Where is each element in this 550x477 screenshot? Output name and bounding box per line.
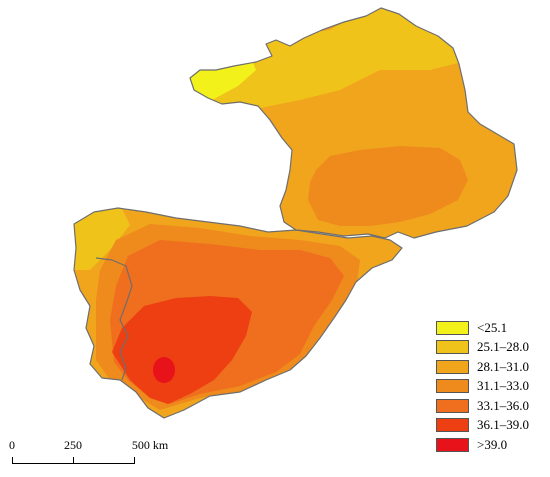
legend-item: 28.1–31.0 [436,357,546,377]
legend-label: 31.1–33.0 [477,378,529,394]
zone-31-33-france [308,146,468,226]
legend-label: 28.1–31.0 [477,358,529,374]
iberia-outline [73,207,403,419]
scale-label-0: 0 [9,438,15,452]
legend-item: 25.1–28.0 [436,338,546,358]
scale-bar: 0 250 500 km [4,438,168,470]
legend-swatch [436,340,469,355]
legend-label: >39.0 [477,436,508,452]
spain-portugal-border [95,257,133,381]
legend-item: 36.1–39.0 [436,416,546,436]
scale-label-500: 500 km [131,438,169,452]
legend-item: 31.1–33.0 [436,377,546,397]
scale-mark-250 [73,457,74,464]
scale-mark-0 [12,457,13,464]
legend-swatch [436,398,469,413]
legend-swatch [436,359,469,374]
scale-mark-500 [134,457,135,464]
legend-label: <25.1 [477,319,508,335]
legend-label: 25.1–28.0 [477,339,529,355]
zone-gt39-hotspot [153,357,175,383]
france-outline [189,7,518,239]
zone-36-39-iberia [112,296,252,404]
scale-label-250: 250 [64,438,82,452]
legend-swatch [436,437,469,452]
legend-swatch [436,379,469,394]
legend-item: 33.1–36.0 [436,396,546,416]
legend-label: 33.1–36.0 [477,397,529,413]
legend-item: >39.0 [436,435,546,455]
legend-item: <25.1 [436,318,546,338]
legend-swatch [436,418,469,433]
boundaries [73,7,518,419]
legend-swatch [436,320,469,335]
legend-label: 36.1–39.0 [477,417,529,433]
legend: <25.1 25.1–28.0 28.1–31.0 31.1–33.0 33.1–36.… [436,318,546,455]
zone-25-28-france [180,8,470,110]
